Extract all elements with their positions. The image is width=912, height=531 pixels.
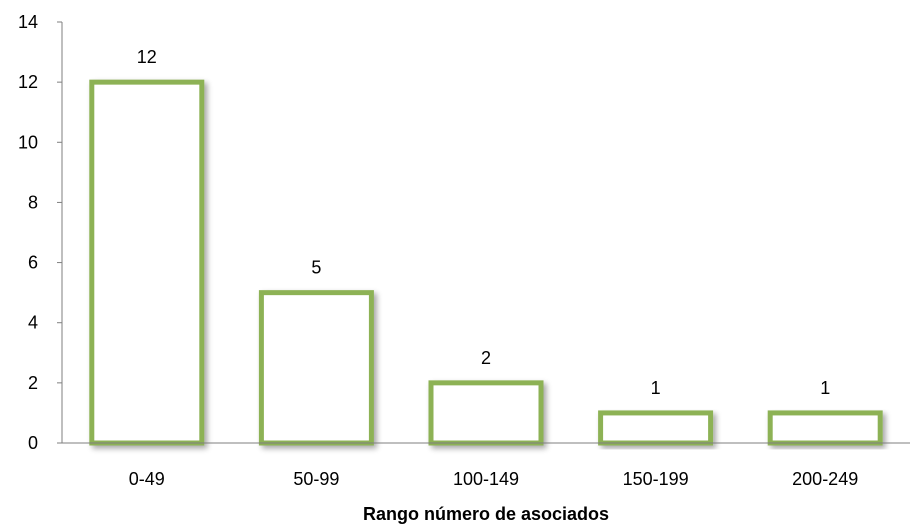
data-label: 1 — [820, 378, 830, 398]
x-tick-label: 50-99 — [293, 469, 339, 489]
y-tick-label: 4 — [28, 313, 38, 333]
y-axis-ticks: 0 2 4 6 8 10 12 14 — [18, 12, 62, 453]
data-labels: 12 5 2 1 1 — [137, 47, 830, 398]
bar-150-199 — [598, 410, 714, 446]
y-tick-label: 10 — [18, 132, 38, 152]
y-tick-label: 0 — [28, 433, 38, 453]
data-label: 12 — [137, 47, 157, 67]
x-axis-ticks: 0-49 50-99 100-149 150-199 200-249 — [129, 469, 858, 489]
y-tick-label: 6 — [28, 253, 38, 273]
bars — [89, 79, 883, 446]
x-tick-label: 150-199 — [623, 469, 689, 489]
bar-0-49 — [89, 79, 205, 446]
bar-50-99 — [258, 290, 374, 446]
data-label: 2 — [481, 348, 491, 368]
data-label: 5 — [311, 258, 321, 278]
y-tick-label: 14 — [18, 12, 38, 32]
y-tick-label: 2 — [28, 373, 38, 393]
bar-100-149 — [428, 380, 544, 446]
y-tick-label: 12 — [18, 72, 38, 92]
x-axis-title: Rango número de asociados — [363, 504, 609, 524]
x-tick-label: 100-149 — [453, 469, 519, 489]
bar-200-249 — [767, 410, 883, 446]
y-tick-label: 8 — [28, 192, 38, 212]
x-tick-label: 0-49 — [129, 469, 165, 489]
x-tick-label: 200-249 — [792, 469, 858, 489]
data-label: 1 — [651, 378, 661, 398]
